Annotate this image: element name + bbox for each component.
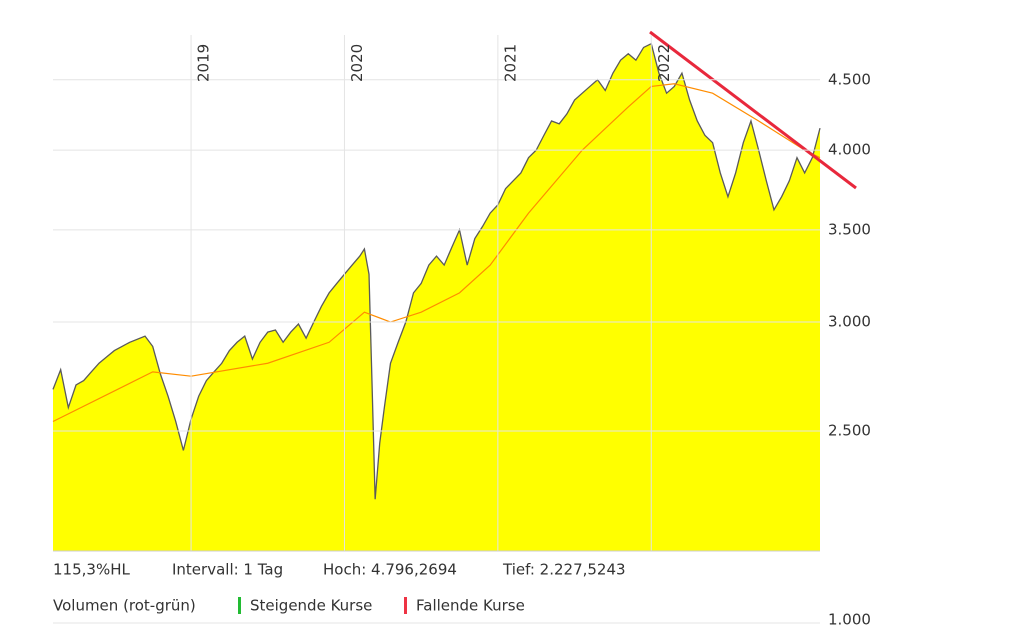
line: [52, 83, 821, 423]
x-tick-label: 2021: [501, 44, 519, 82]
stat: Hoch: 4.796,2694: [323, 561, 457, 579]
y-tick-label: 3.000: [828, 313, 871, 331]
volume-title: Volumen (rot-grün): [53, 597, 196, 615]
legend-label: Fallende Kurse: [416, 597, 525, 615]
x-tick-label: 2019: [195, 44, 213, 82]
volume-tick-label: 1.000: [828, 611, 871, 628]
legend-label: Steigende Kurse: [250, 597, 372, 615]
trend-line: [649, 30, 857, 190]
legend-swatch: [238, 597, 241, 614]
legend-swatch: [404, 597, 407, 614]
stat: Tief: 2.227,5243: [502, 561, 626, 579]
y-tick-label: 2.500: [828, 421, 871, 439]
area: [53, 43, 820, 551]
y-tick-label: 4.500: [828, 70, 871, 88]
x-tick-label: 2022: [655, 44, 673, 82]
y-tick-label: 4.000: [828, 141, 871, 159]
stat: 115,3%HL: [53, 561, 130, 579]
stat: Intervall: 1 Tag: [172, 561, 283, 579]
x-tick-label: 2020: [348, 44, 366, 82]
y-tick-label: 3.500: [828, 220, 871, 238]
